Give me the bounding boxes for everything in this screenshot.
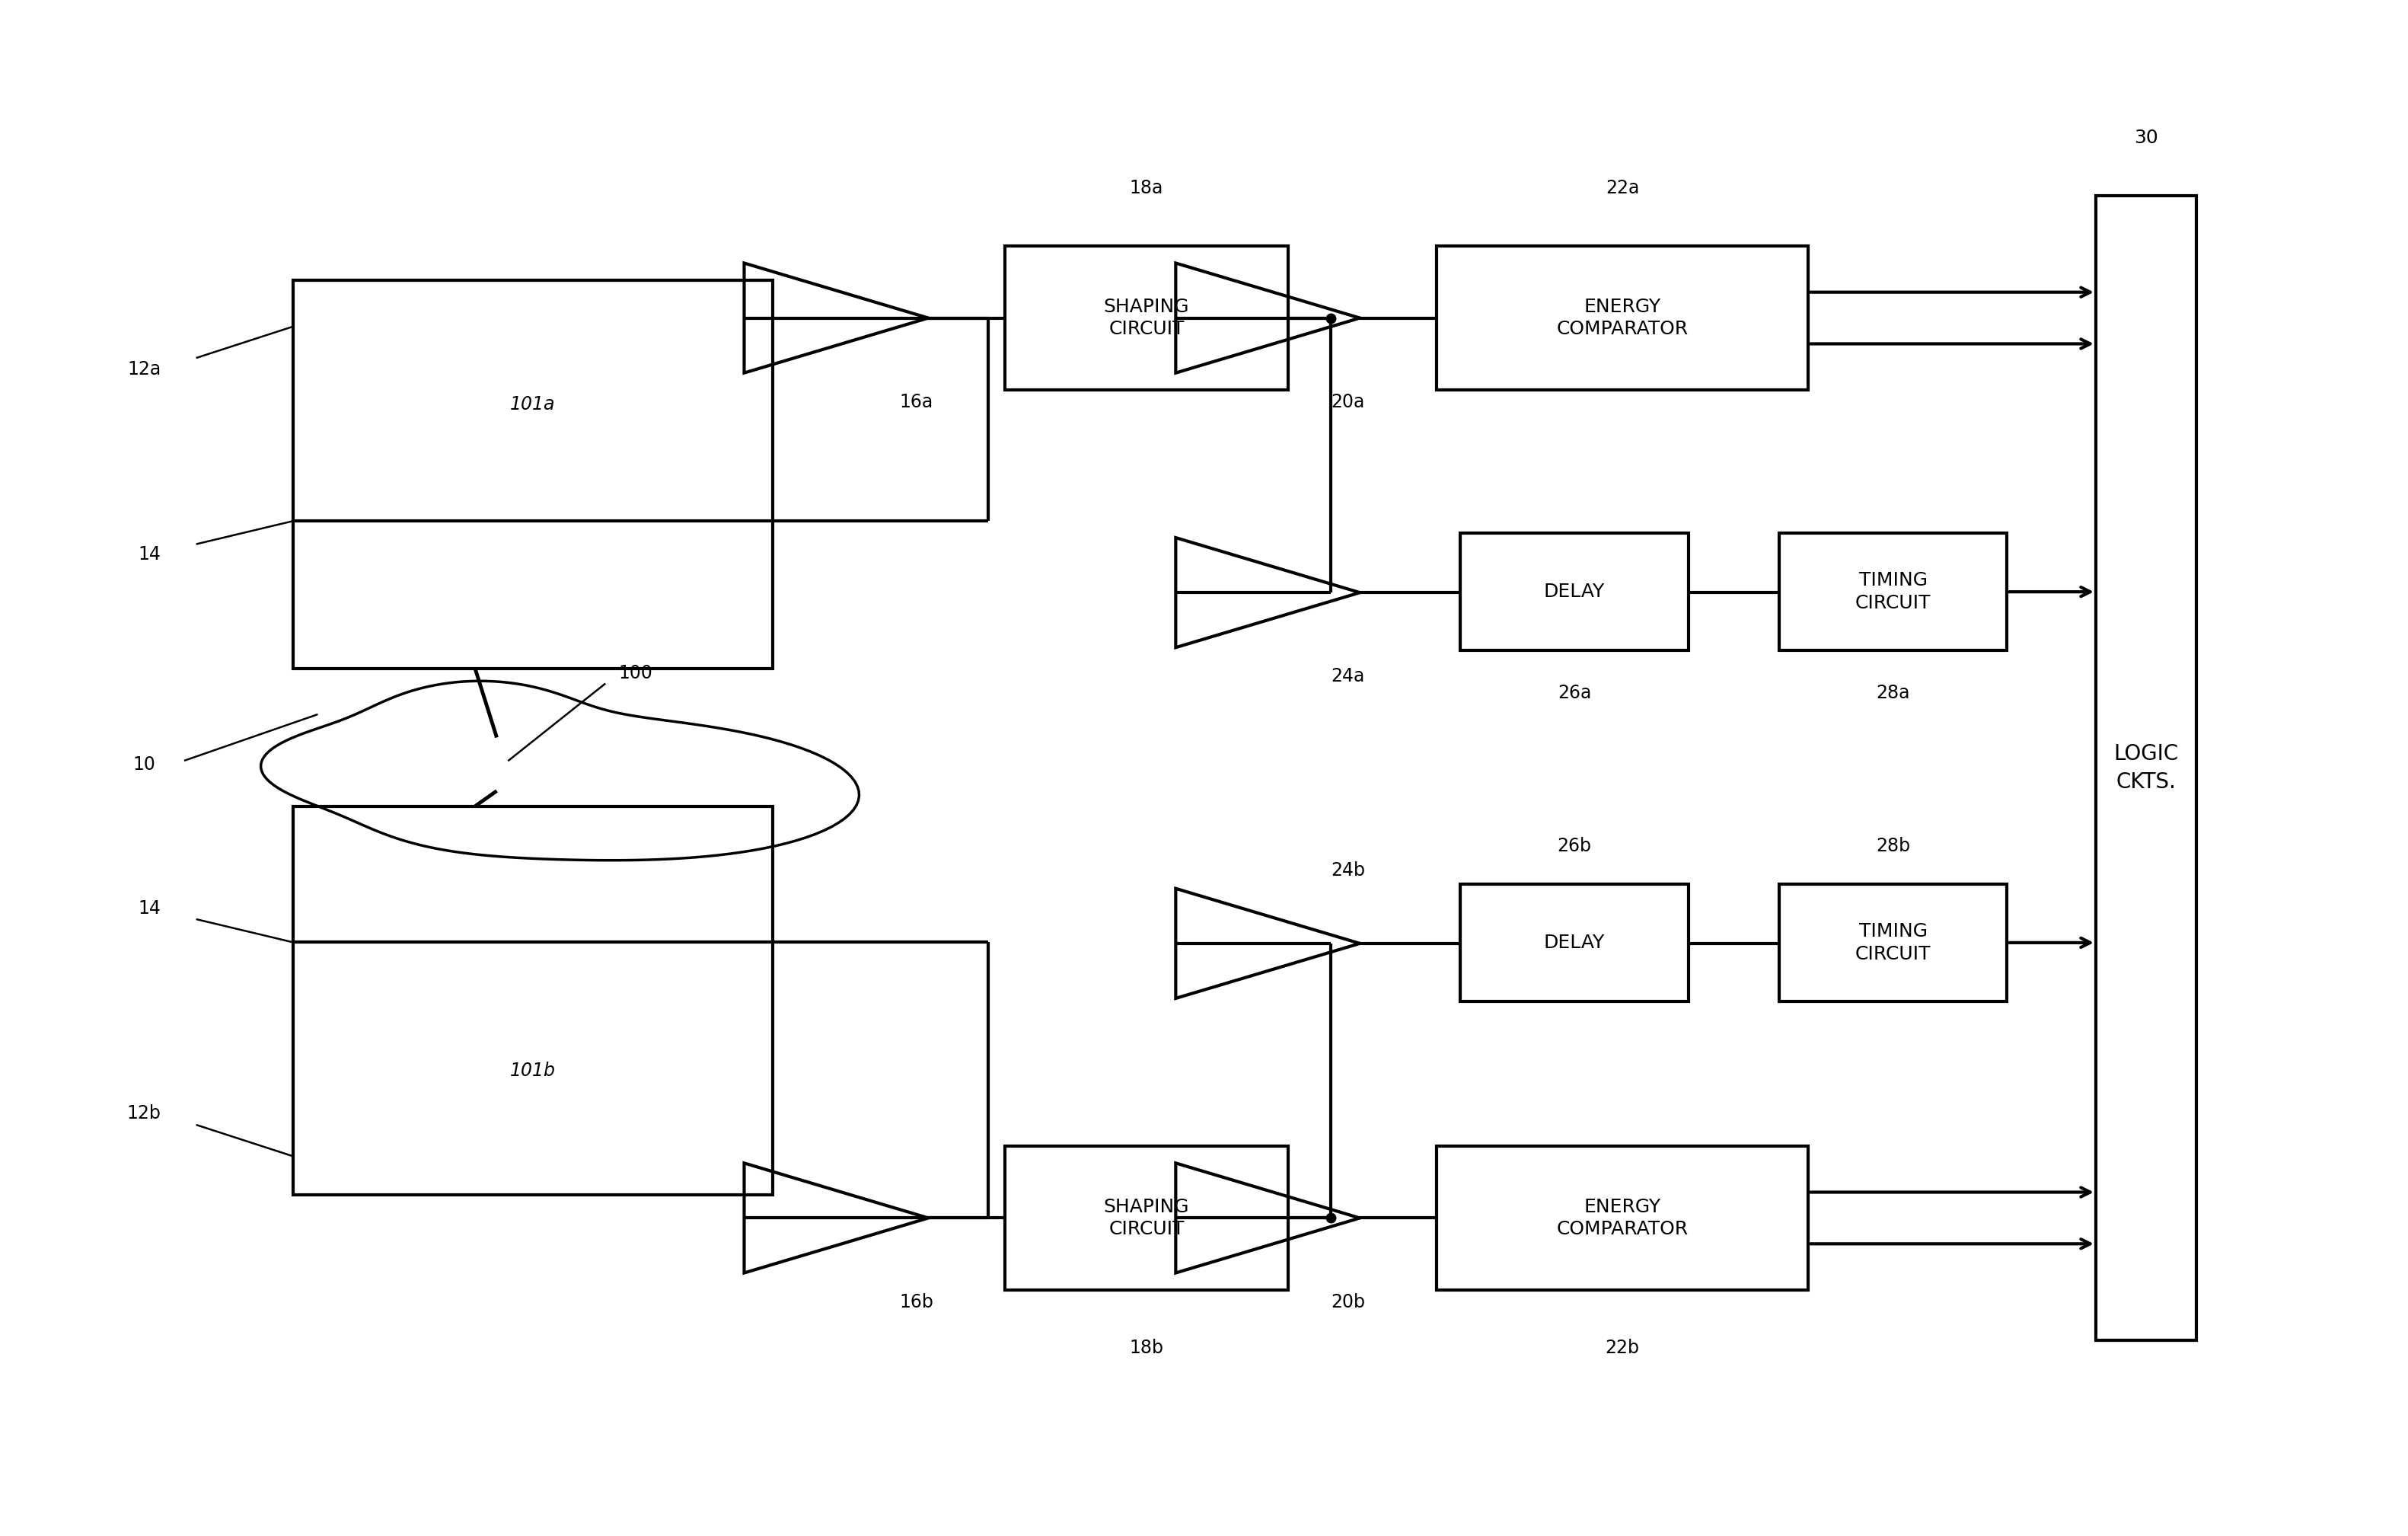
Text: 22a: 22a	[1606, 180, 1640, 198]
Bar	[1438, 246, 1808, 390]
Text: 30: 30	[2133, 129, 2158, 147]
Text: 28a: 28a	[1876, 684, 1910, 702]
Text: 12a: 12a	[128, 361, 161, 378]
Text: SHAPING
CIRCUIT: SHAPING CIRCUIT	[1103, 1198, 1190, 1238]
Text: 10: 10	[132, 756, 157, 774]
Text: 12b: 12b	[128, 1104, 161, 1123]
Text: ENERGY
COMPARATOR: ENERGY COMPARATOR	[1556, 298, 1688, 338]
Text: 14: 14	[137, 545, 161, 564]
Text: 16b: 16b	[898, 1293, 934, 1312]
Text: 16a: 16a	[901, 393, 934, 412]
Bar	[1780, 883, 2008, 1001]
Bar	[1462, 533, 1688, 651]
Bar	[1780, 533, 2008, 651]
Text: 101a: 101a	[510, 395, 556, 413]
Bar	[294, 280, 773, 668]
Text: DELAY: DELAY	[1544, 582, 1606, 601]
Text: 18a: 18a	[1129, 180, 1163, 198]
Text: 26a: 26a	[1558, 684, 1592, 702]
Bar	[1438, 1146, 1808, 1290]
Text: TIMING
CIRCUIT: TIMING CIRCUIT	[1857, 571, 1931, 613]
Text: 20a: 20a	[1332, 393, 1365, 412]
Text: SHAPING
CIRCUIT: SHAPING CIRCUIT	[1103, 298, 1190, 338]
Text: TIMING
CIRCUIT: TIMING CIRCUIT	[1857, 922, 1931, 963]
Text: 26b: 26b	[1558, 837, 1592, 856]
Text: 18b: 18b	[1129, 1338, 1163, 1356]
Text: 101b: 101b	[510, 1061, 556, 1080]
Text: 24b: 24b	[1332, 862, 1365, 879]
Text: LOGIC
CKTS.: LOGIC CKTS.	[2114, 743, 2179, 793]
Text: 24a: 24a	[1332, 667, 1365, 685]
Text: ENERGY
COMPARATOR: ENERGY COMPARATOR	[1556, 1198, 1688, 1238]
Text: 28b: 28b	[1876, 837, 1910, 856]
Bar	[294, 806, 773, 1195]
Bar	[1004, 1146, 1288, 1290]
Bar	[1004, 246, 1288, 390]
Text: 100: 100	[619, 664, 653, 682]
Text: 22b: 22b	[1606, 1338, 1640, 1356]
Text: 14: 14	[137, 900, 161, 919]
Bar	[2095, 197, 2196, 1339]
Text: 20b: 20b	[1332, 1293, 1365, 1312]
Text: DELAY: DELAY	[1544, 934, 1606, 952]
Bar	[1462, 883, 1688, 1001]
